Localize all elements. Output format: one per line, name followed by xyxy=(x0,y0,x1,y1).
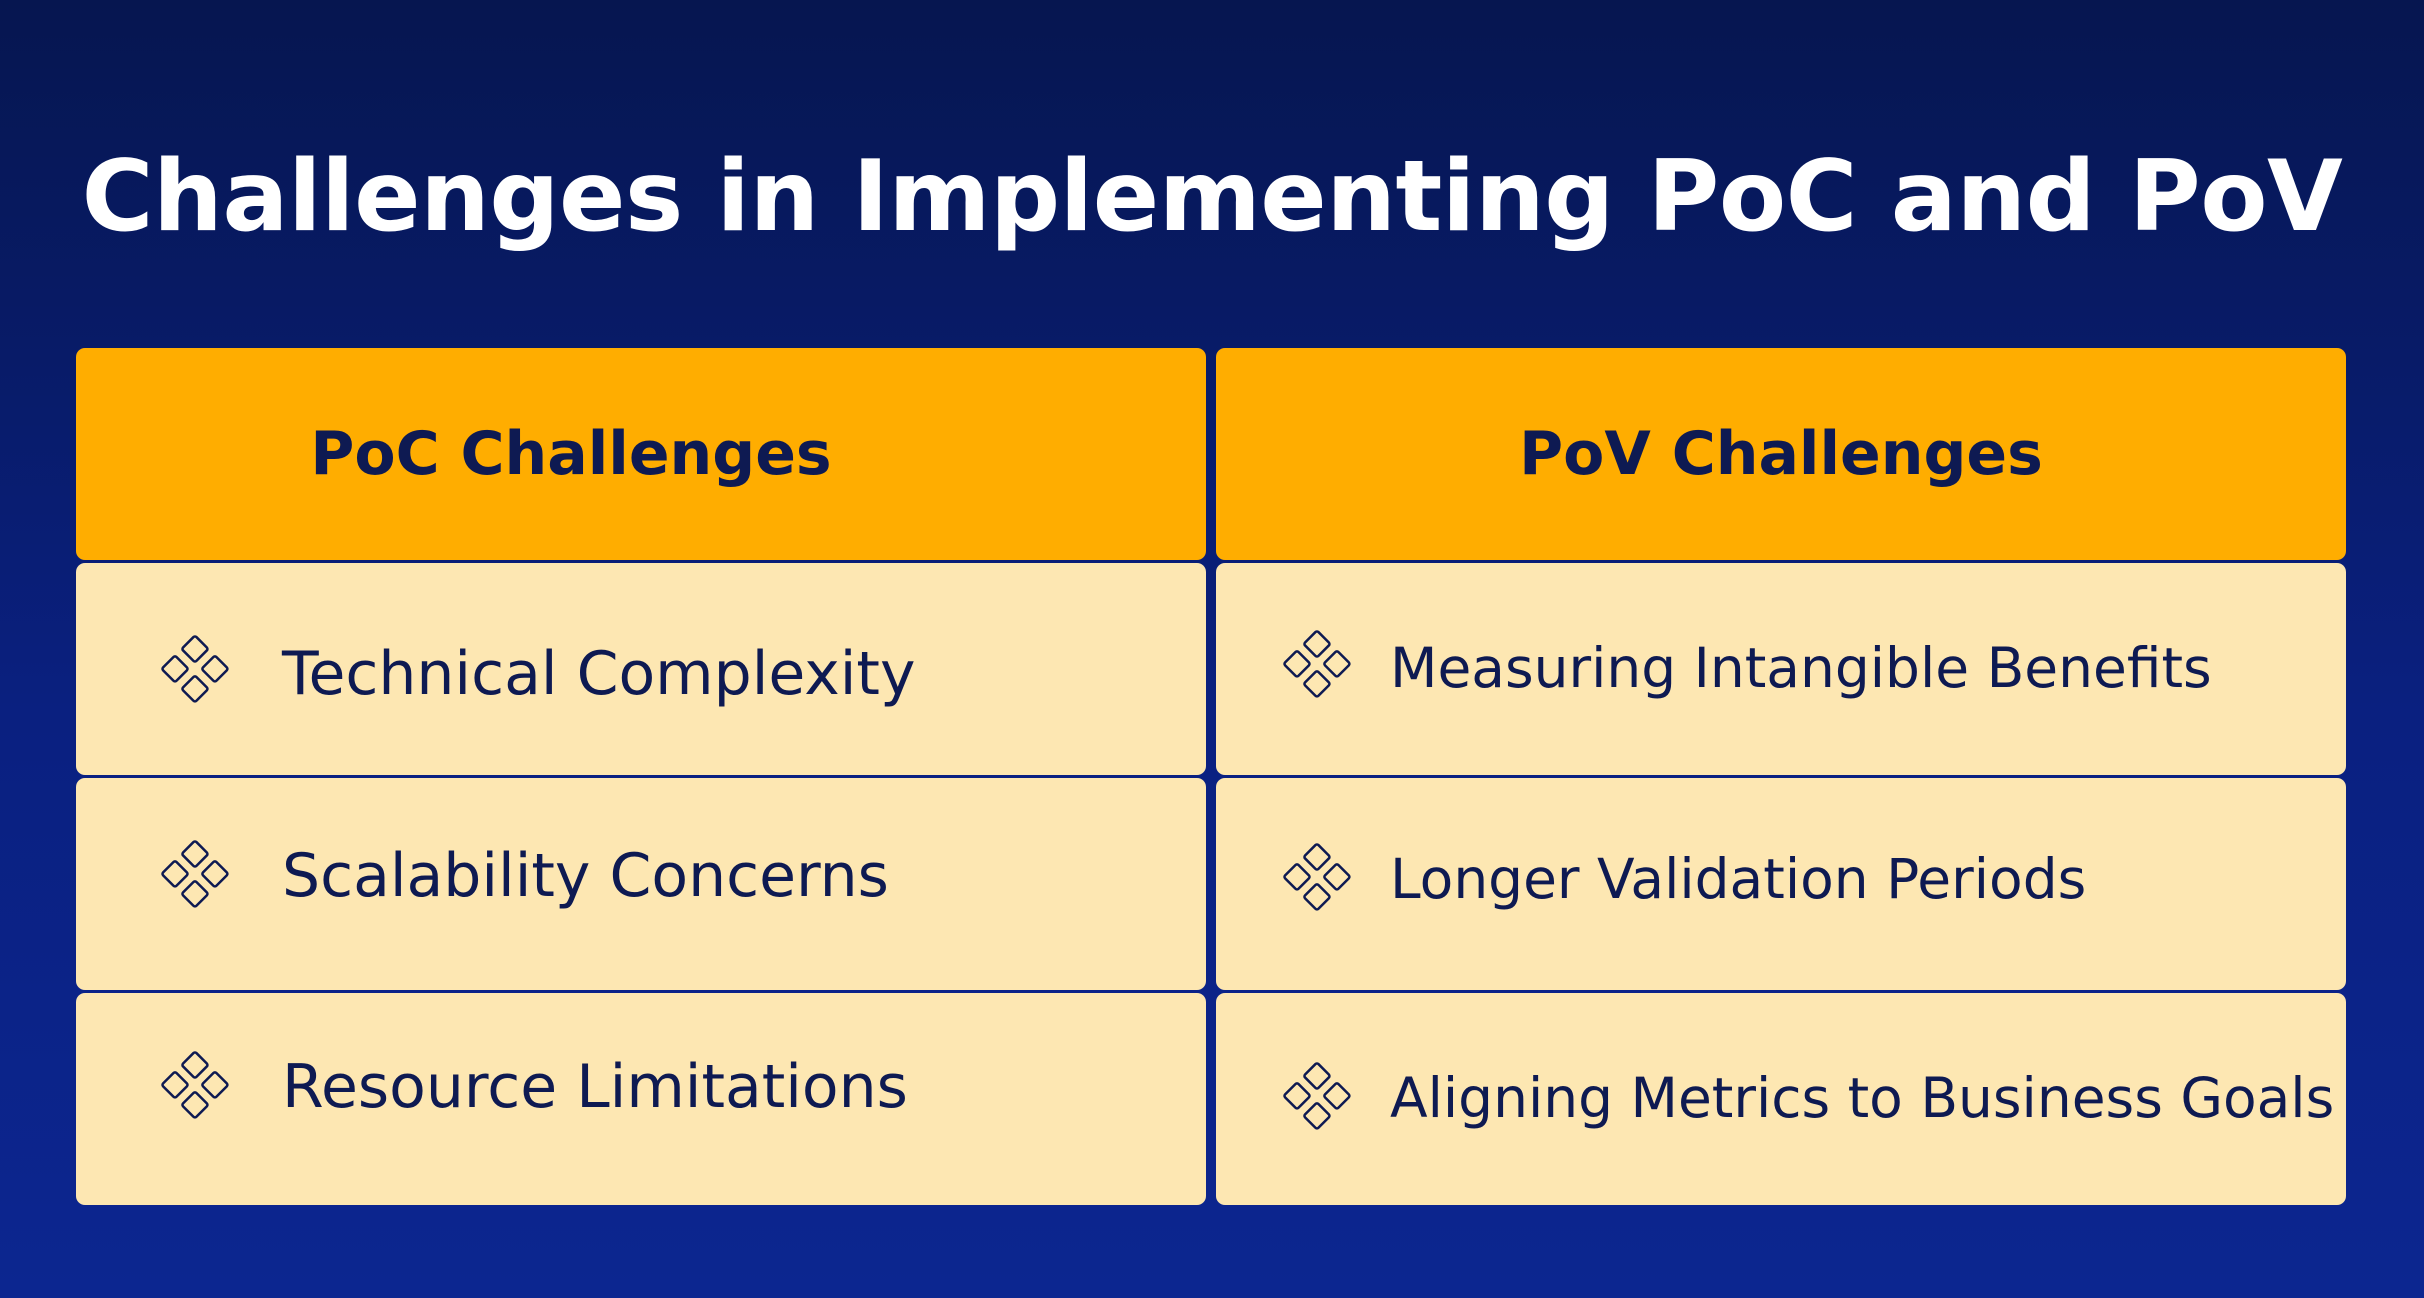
item-label: Scalability Concerns xyxy=(282,841,889,911)
poc-item-technical-complexity: Technical Complexity xyxy=(76,563,1206,775)
pov-challenges-header: PoV Challenges xyxy=(1216,348,2346,560)
pov-item-aligning-metrics: Aligning Metrics to Business Goals xyxy=(1216,993,2346,1205)
poc-challenges-header: PoC Challenges xyxy=(76,348,1206,560)
item-label: Resource Limitations xyxy=(282,1052,908,1122)
challenges-table: PoC Challenges PoV Challenges Technical … xyxy=(76,348,2346,1206)
pov-header-label: PoV Challenges xyxy=(1519,419,2043,489)
pov-item-measuring-intangible-benefits: Measuring Intangible Benefits xyxy=(1216,563,2346,775)
diamond-cluster-icon xyxy=(1283,630,1351,698)
poc-header-label: PoC Challenges xyxy=(310,419,832,489)
poc-item-resource-limitations: Resource Limitations xyxy=(76,993,1206,1205)
poc-item-scalability-concerns: Scalability Concerns xyxy=(76,778,1206,990)
diamond-cluster-icon xyxy=(161,1051,229,1119)
slide-title: Challenges in Implementing PoC and PoV xyxy=(81,140,2343,254)
diamond-cluster-icon xyxy=(161,635,229,703)
item-label: Aligning Metrics to Business Goals xyxy=(1390,1066,2335,1130)
diamond-cluster-icon xyxy=(161,840,229,908)
diamond-cluster-icon xyxy=(1283,843,1351,911)
item-label: Longer Validation Periods xyxy=(1390,847,2087,911)
diamond-cluster-icon xyxy=(1283,1062,1351,1130)
pov-item-longer-validation-periods: Longer Validation Periods xyxy=(1216,778,2346,990)
item-label: Technical Complexity xyxy=(282,639,916,709)
item-label: Measuring Intangible Benefits xyxy=(1390,636,2212,700)
